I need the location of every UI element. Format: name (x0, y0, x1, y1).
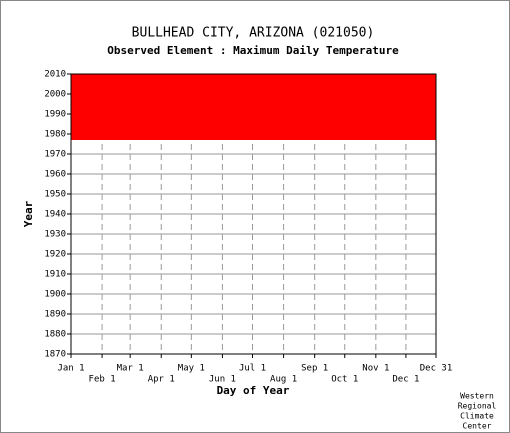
credit-line: Western (460, 392, 494, 401)
chart-title: BULLHEAD CITY, ARIZONA (021050) (132, 26, 375, 41)
y-tick-label: 1980 (44, 130, 66, 140)
x-tick-label: Apr 1 (148, 375, 175, 385)
y-tick-label: 1930 (44, 230, 66, 240)
y-tick-label: 2010 (44, 70, 66, 80)
y-tick-label: 1960 (44, 170, 66, 180)
plot-frame (70, 73, 437, 355)
y-tick-label: 1910 (44, 270, 66, 280)
x-tick-label: Jun 1 (209, 375, 236, 385)
x-tick-label: Sep 1 (301, 364, 328, 374)
y-tick-label: 1970 (44, 150, 66, 160)
x-tick-label: Oct 1 (331, 375, 358, 385)
y-tick-label: 1990 (44, 110, 66, 120)
y-tick-label: 2000 (44, 90, 66, 100)
coverage-area (71, 74, 436, 140)
chart-subtitle: Observed Element : Maximum Daily Tempera… (107, 44, 399, 57)
y-tick-label: 1950 (44, 190, 66, 200)
credit-line: Center (463, 422, 492, 431)
y-tick-label: 1870 (44, 350, 66, 360)
y-tick-label: 1940 (44, 210, 66, 220)
y-tick-label: 1890 (44, 310, 66, 320)
credit-line: Regional (458, 402, 497, 411)
y-tick-label: 1900 (44, 290, 66, 300)
x-axis-label: Day of Year (217, 384, 290, 397)
x-tick-label: Aug 1 (270, 375, 297, 385)
x-tick-label: Dec 1 (392, 375, 419, 385)
x-tick-label: Dec 31 (420, 364, 453, 374)
y-tick-label: 1920 (44, 250, 66, 260)
x-tick-label: Jan 1 (57, 364, 84, 374)
y-tick-label: 1880 (44, 330, 66, 340)
y-axis-label: Year (22, 200, 35, 227)
x-tick-label: Feb 1 (89, 375, 116, 385)
x-tick-label: Jul 1 (239, 364, 266, 374)
credit-line: Climate (460, 412, 494, 421)
x-tick-label: May 1 (178, 364, 205, 374)
x-tick-label: Nov 1 (362, 364, 389, 374)
x-tick-label: Mar 1 (117, 364, 144, 374)
